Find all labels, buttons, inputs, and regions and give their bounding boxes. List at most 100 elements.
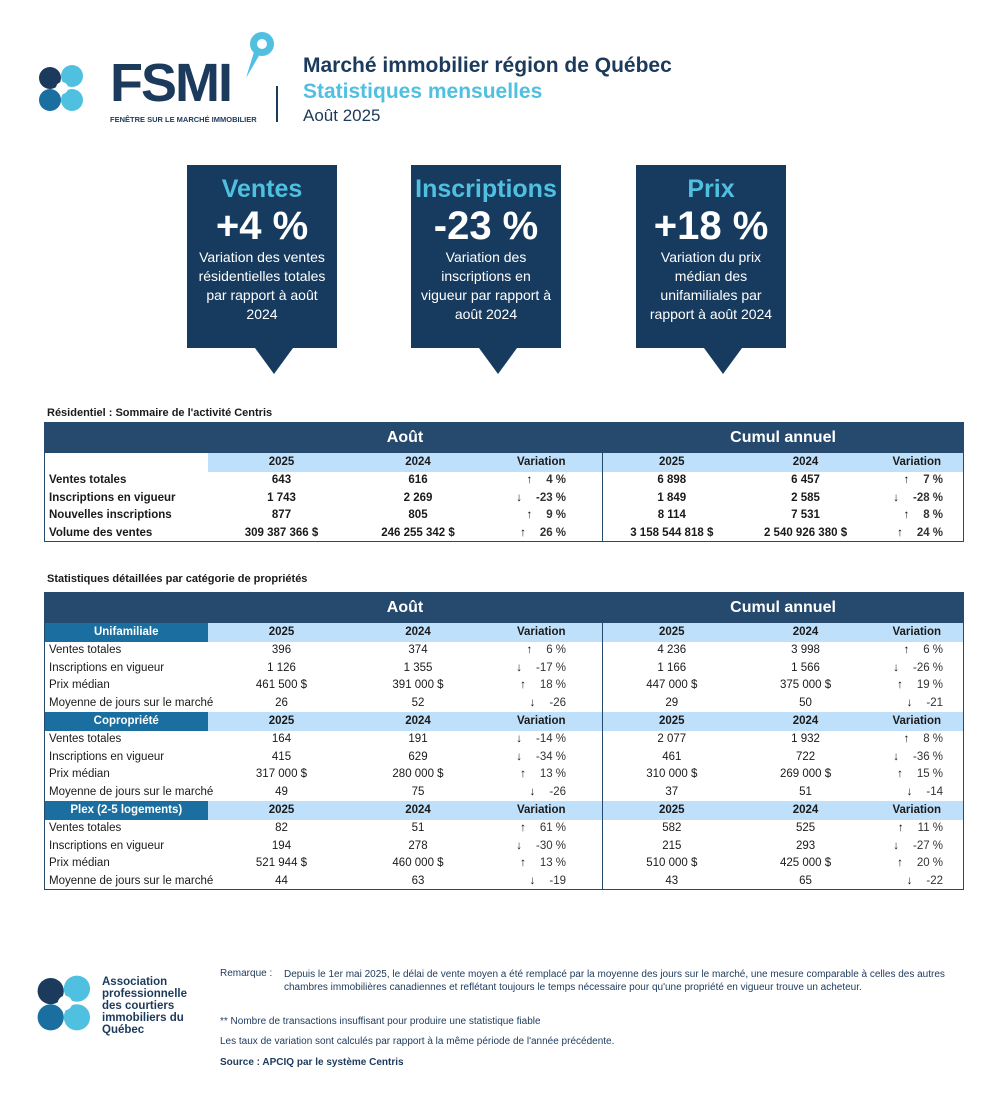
location-pin-icon [246, 32, 274, 78]
blank-cell [44, 422, 208, 453]
value-2024: 1 566 [791, 661, 820, 674]
variation-cell: ↑ 4 % [481, 472, 603, 490]
row-label: Prix médian [49, 679, 110, 692]
value-2024: 51 [411, 822, 425, 835]
value-2025: 194 [271, 839, 292, 852]
variation-cell: ↑ 20 % [871, 855, 964, 873]
arrow-down-icon: ↓ [906, 785, 913, 798]
arrow-down-icon: ↓ [906, 874, 913, 887]
value-2024: 280 000 $ [392, 768, 444, 781]
value-2025: 164 [271, 733, 292, 746]
arrow-up-icon: ↑ [526, 474, 533, 487]
variation-cell: ↓ -34 % [481, 748, 603, 766]
column-header-row: Unifamiliale 2025 2024 Variation 2025 2024 Var… [44, 622, 964, 642]
variation-value: -22 [926, 874, 944, 887]
fsmi-logo: FSMI [110, 53, 233, 113]
arrow-down-icon: ↓ [893, 661, 899, 674]
value-2025: 877 [271, 509, 292, 522]
variation-cell: ↓ -27 % [871, 837, 964, 855]
column-header: Variation [870, 622, 964, 642]
table-row: Ventes totales 643 616 ↑ 4 % 6 898 6 457 ↑ 7 % [45, 471, 964, 490]
highlight-title: Prix [687, 175, 735, 203]
arrow-up-icon: ↑ [903, 644, 910, 657]
column-header: 2025 [602, 452, 741, 472]
variation-cell: ↑ 15 % [871, 766, 964, 784]
variation-value: -27 % [912, 839, 944, 852]
column-header: 2025 [602, 711, 741, 731]
variation-cell: ↑ 24 % [871, 524, 964, 542]
variation-value: -26 [549, 696, 567, 709]
arrow-up-icon: ↑ [903, 733, 910, 746]
highlight-value: -23 % [433, 204, 539, 248]
variation-cell: ↓ -26 [481, 694, 603, 712]
value-2025: 643 [271, 474, 292, 487]
variation-cell: ↑ 6 % [481, 642, 603, 660]
value-2024: 191 [408, 733, 428, 746]
arrow-up-icon: ↑ [897, 768, 903, 781]
table-row: Ventes totales 396 374 ↑ 6 % 4 236 3 998 ↑ 6 % [45, 641, 964, 660]
highlight-ventes: Ventes +4 % Variation des ventes résiden… [187, 165, 337, 374]
table-row: Nouvelles inscriptions 877 805 ↑ 9 % 8 114 7 5… [45, 506, 964, 524]
variation-value: 6 % [923, 644, 944, 657]
value-2025: 521 944 $ [255, 857, 308, 870]
value-2024: 2 585 [791, 491, 820, 504]
apciq-logo-icon [37, 975, 91, 1031]
row-label: Inscriptions en vigueur [49, 661, 165, 674]
row-label: Moyenne de jours sur le marché [49, 785, 214, 798]
variation-cell: ↓ -19 [481, 872, 603, 890]
group-header-row: Août Cumul annuel [44, 592, 964, 623]
variation-cell: ↑ 13 % [481, 855, 603, 873]
logo-subtitle: FENÊTRE SUR LE MARCHÉ IMMOBILIER [110, 115, 257, 124]
variation-value: 11 % [917, 822, 944, 835]
variation-value: -34 % [535, 750, 567, 763]
arrow-down-icon: ↓ [893, 750, 899, 763]
value-2024: 2 269 [403, 491, 433, 504]
highlight-title: Ventes [221, 175, 303, 203]
row-label: Moyenne de jours sur le marché [49, 874, 214, 887]
variation-value: 24 % [916, 526, 944, 539]
column-header: 2024 [740, 452, 871, 472]
category-label: Plex (2-5 logements) [44, 800, 208, 820]
highlight-value: +18 % [653, 204, 769, 248]
value-2024: 1 355 [403, 661, 433, 674]
row-label: Moyenne de jours sur le marché [49, 696, 214, 709]
column-header-row: Copropriété 2025 2024 Variation 2025 2024 Vari… [44, 711, 964, 731]
arrow-up-icon: ↑ [897, 857, 903, 870]
highlight-title: Inscriptions [415, 175, 557, 203]
value-2024: 51 [799, 785, 812, 798]
value-2024: 3 998 [791, 644, 820, 657]
value-2025: 1 849 [602, 489, 741, 507]
value-2025: 1 743 [267, 491, 296, 504]
variation-cell: ↓ -30 % [481, 837, 603, 855]
page-title: Marché immobilier région de Québec [303, 54, 672, 77]
column-header: 2025 [207, 711, 356, 731]
row-label: Prix médian [49, 857, 110, 870]
column-header: 2025 [602, 800, 741, 820]
variation-cell: ↑ 61 % [481, 820, 603, 838]
table-row: Moyenne de jours sur le marché 49 75 ↓ -26 37… [45, 783, 964, 801]
value-2024: 52 [411, 696, 425, 709]
value-2024: 460 000 $ [392, 857, 444, 870]
row-label: Prix médian [49, 768, 110, 781]
value-2025: 415 [271, 750, 292, 763]
variation-cell: ↓ -22 [871, 872, 964, 890]
detail-caption: Statistiques détaillées par catégorie de… [47, 573, 308, 585]
value-2025: 310 000 $ [602, 765, 741, 783]
column-header: Variation [480, 711, 603, 731]
table-row: Prix médian 461 500 $ 391 000 $ ↑ 18 % 447 00… [45, 676, 964, 694]
value-2025: 43 [602, 872, 741, 890]
value-2025: 461 500 $ [255, 679, 308, 692]
value-2024: 75 [411, 785, 425, 798]
category-label: Unifamiliale [44, 622, 208, 642]
arrow-down-icon: ↓ [906, 696, 913, 709]
table-row: Inscriptions en vigueur 1 743 2 269 ↓ -23 % 1… [45, 489, 964, 507]
variation-value: -28 % [912, 491, 944, 504]
value-2025: 317 000 $ [255, 768, 308, 781]
column-header: Variation [870, 452, 964, 472]
row-label: Nouvelles inscriptions [49, 509, 172, 522]
variation-cell: ↑ 13 % [481, 766, 603, 784]
arrow-down-icon: ↓ [516, 733, 522, 746]
value-2025: 29 [602, 694, 741, 712]
column-header: 2025 [207, 800, 356, 820]
variation-value: 9 % [546, 509, 567, 522]
